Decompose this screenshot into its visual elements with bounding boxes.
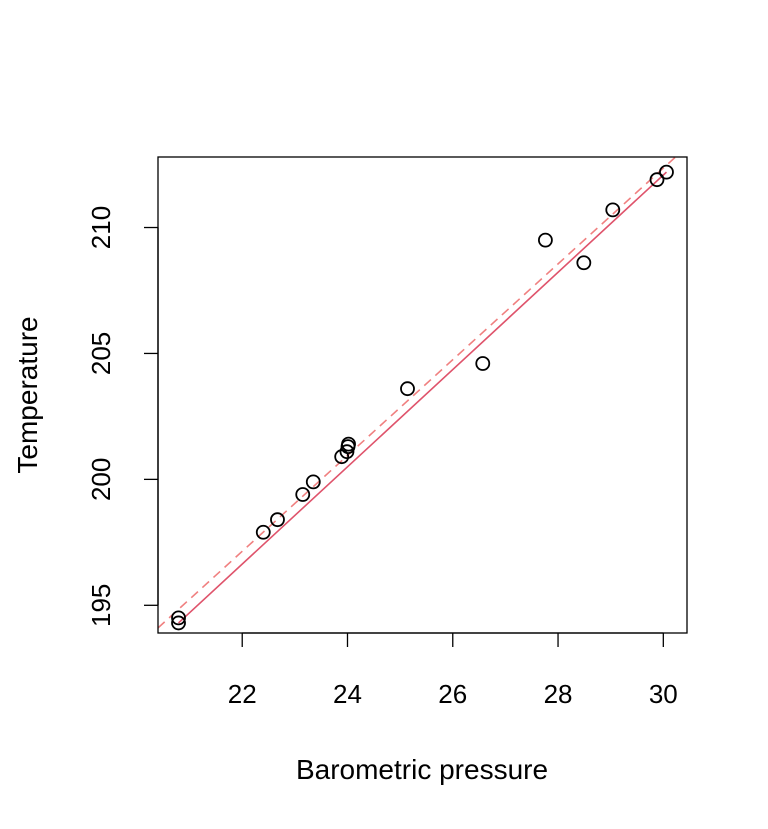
y-tick-label: 195 <box>86 584 116 627</box>
data-point <box>340 439 356 455</box>
data-point <box>305 474 321 490</box>
y-tick-label: 205 <box>86 332 116 375</box>
data-point <box>295 487 311 502</box>
x-tick-label: 26 <box>438 679 467 709</box>
x-tick-label: 24 <box>333 679 362 709</box>
y-axis-label: Temperature <box>12 316 43 473</box>
fit-line-solid <box>177 171 668 624</box>
data-point <box>538 232 553 248</box>
y-tick-label: 200 <box>86 458 116 501</box>
data-point <box>605 202 621 218</box>
fit-lines <box>158 157 677 629</box>
x-axis-label: Barometric pressure <box>296 754 548 785</box>
data-point <box>171 615 186 631</box>
x-axis: 22 24 26 28 30 <box>228 632 678 709</box>
data-point <box>659 164 674 180</box>
x-tick-label: 28 <box>544 679 573 709</box>
data-point <box>270 512 285 528</box>
data-points <box>171 164 674 631</box>
data-point <box>400 381 415 397</box>
data-point <box>339 444 355 460</box>
data-point <box>255 524 271 540</box>
y-axis: 195 200 205 210 <box>86 206 159 627</box>
x-tick-label: 30 <box>649 679 678 709</box>
y-tick-label: 210 <box>86 206 116 249</box>
x-tick-label: 22 <box>228 679 257 709</box>
data-point <box>475 356 491 371</box>
data-point <box>171 610 186 626</box>
data-point <box>576 255 592 271</box>
data-point <box>649 172 665 188</box>
